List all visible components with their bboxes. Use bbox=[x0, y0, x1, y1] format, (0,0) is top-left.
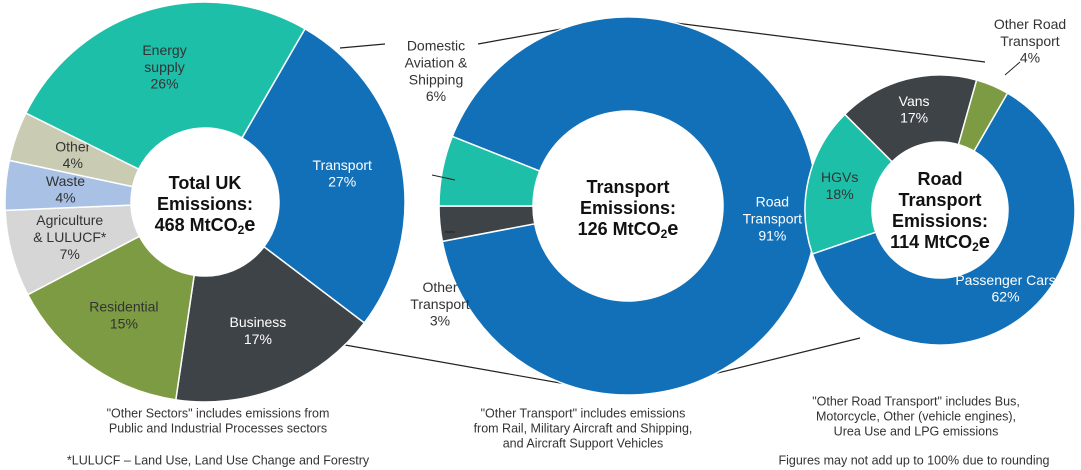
donut-hole bbox=[534, 112, 722, 300]
donut-hole bbox=[132, 129, 278, 275]
slice-label: Business bbox=[229, 314, 286, 330]
slice-value: 17% bbox=[244, 331, 272, 347]
leader-line bbox=[1004, 61, 1021, 76]
donut-slice bbox=[24, 1, 307, 171]
footnote: from Rail, Military Aircraft and Shippin… bbox=[474, 421, 693, 435]
center-title: Emissions: bbox=[892, 211, 988, 231]
slice-value: 3% bbox=[430, 313, 450, 329]
slice-value: 26% bbox=[151, 76, 179, 92]
center-value-part: 468 MtCO bbox=[155, 215, 238, 235]
slice-value: 4% bbox=[1020, 50, 1040, 66]
footnote: Urea Use and LPG emissions bbox=[834, 424, 999, 438]
center-title: Transport bbox=[586, 177, 669, 197]
center-title: Transport bbox=[898, 190, 981, 210]
footnote: "Other Sectors" includes emissions from bbox=[107, 406, 330, 420]
slice-value: 4% bbox=[63, 155, 83, 171]
donut-slice bbox=[438, 135, 541, 207]
slice-label: Agriculture & LULUCF* bbox=[33, 212, 107, 245]
donut-slice bbox=[957, 79, 1009, 153]
footnote: "Other Road Transport" includes Bus, bbox=[812, 394, 1020, 408]
center-title: Total UK bbox=[169, 173, 242, 193]
slice-label: Passenger Cars bbox=[955, 272, 1055, 288]
center-title: Road bbox=[918, 169, 963, 189]
center-value-part: e bbox=[244, 214, 255, 236]
center-value: 126 MtCO2e bbox=[578, 218, 679, 241]
footnote: *LULUCF – Land Use, Land Use Change and … bbox=[67, 453, 370, 467]
slice-value: 62% bbox=[992, 289, 1020, 305]
center-value-part: e bbox=[979, 231, 990, 253]
center-title: Emissions: bbox=[157, 194, 253, 214]
center-value-part: 126 MtCO bbox=[578, 219, 661, 239]
slice-value: 91% bbox=[758, 227, 786, 243]
leader-line bbox=[431, 174, 456, 181]
footnote: Figures may not add up to 100% due to ro… bbox=[778, 453, 1049, 467]
slice-value: 15% bbox=[110, 315, 138, 331]
footnote: and Aircraft Support Vehicles bbox=[503, 436, 664, 450]
donut-chart: Transport27%Business17%Residential15%Agr… bbox=[4, 1, 406, 403]
donut-slice bbox=[240, 27, 406, 324]
footnote: Public and Industrial Processes sectors bbox=[109, 421, 327, 435]
slice-value: 7% bbox=[60, 246, 80, 262]
slice-label: Road Transport bbox=[743, 193, 803, 226]
donut-slice bbox=[441, 16, 818, 396]
donut-slice bbox=[26, 235, 196, 401]
donut-hole bbox=[873, 143, 1007, 277]
footnote: "Other Transport" includes emissions bbox=[481, 406, 686, 420]
slice-value: 4% bbox=[55, 189, 75, 205]
center-value: 468 MtCO2e bbox=[155, 214, 256, 237]
slice-label: Waste bbox=[46, 172, 85, 188]
center-value: 114 MtCO2e bbox=[890, 231, 990, 254]
center-value-part: 114 MtCO bbox=[890, 232, 972, 252]
connector bbox=[339, 43, 386, 49]
charts: Transport27%Business17%Residential15%Agr… bbox=[4, 1, 1076, 403]
slice-value: 6% bbox=[426, 88, 446, 104]
slice-label: Domestic Aviation & Shipping bbox=[405, 37, 468, 87]
center-value-part: 2 bbox=[972, 240, 979, 254]
slice-label: Other bbox=[55, 138, 90, 154]
slice-label: Residential bbox=[89, 298, 158, 314]
slice-label: HGVs bbox=[821, 169, 858, 185]
donut-slice bbox=[811, 92, 1076, 346]
slice-label: Energy supply bbox=[142, 42, 186, 75]
center-value-part: 2 bbox=[238, 223, 245, 237]
slice-value: 18% bbox=[826, 186, 854, 202]
center-title: Emissions: bbox=[580, 198, 676, 218]
slice-label: Other Transport bbox=[410, 279, 470, 312]
center-value-part: 2 bbox=[661, 227, 668, 241]
slice-value: 17% bbox=[900, 110, 928, 126]
slice-label: Other Road Transport bbox=[994, 16, 1066, 49]
slice-value: 27% bbox=[328, 174, 356, 190]
footnote: Motorcycle, Other (vehicle engines), bbox=[816, 409, 1016, 423]
notes: "Other Sectors" includes emissions fromP… bbox=[67, 394, 1050, 467]
slice-label: Vans bbox=[899, 93, 930, 109]
slice-label: Transport bbox=[313, 157, 373, 173]
center-value-part: e bbox=[667, 218, 678, 240]
connector bbox=[627, 16, 986, 63]
donut-slice bbox=[174, 245, 366, 403]
